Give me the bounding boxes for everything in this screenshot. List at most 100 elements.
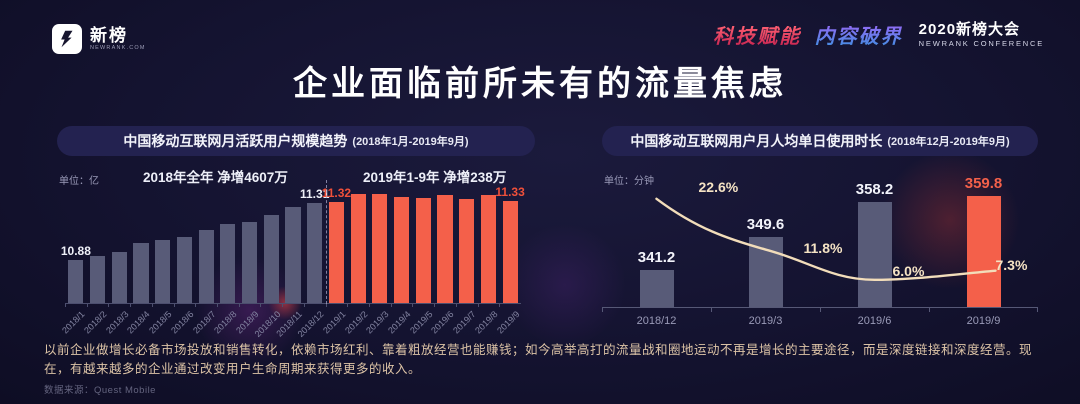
axis-tick: [820, 308, 821, 312]
bar-2018/12: [639, 270, 674, 307]
right-chart-unit-label: 单位：分钟: [604, 176, 654, 187]
bar-value-label: 358.2: [855, 181, 894, 198]
conference-branding: 科技赋能 内容破界 2020新榜大会 NEWRANK CONFERENCE: [713, 20, 1044, 49]
axis-tick: [369, 304, 370, 307]
bar-2018/1: [68, 260, 84, 303]
bar-2019/4: [393, 197, 410, 303]
axis-tick: [65, 304, 66, 307]
axis-tick: [108, 304, 110, 307]
slogan-part2: 内容破界: [814, 26, 903, 48]
newrank-logo: 新榜 NEWRANK.COM: [52, 24, 146, 54]
x-axis-label: 2019/2: [342, 309, 370, 336]
axis-tick: [347, 304, 349, 307]
growth-rate-trend-line: [655, 197, 997, 282]
bar-value-label: 349.6: [746, 216, 785, 233]
slogan: 科技赋能 内容破界: [713, 20, 903, 49]
logo-text-cn: 新榜: [90, 25, 128, 45]
logo-text-en: NEWRANK.COM: [90, 45, 146, 52]
bar-2019/5: [415, 198, 431, 303]
axis-tick: [260, 304, 262, 307]
annotation-2018-net-increase: 2018年全年 净增4607万: [143, 170, 288, 185]
growth-rate-label: 22.6%: [698, 178, 739, 195]
bar-2019/9: [966, 196, 1001, 307]
newrank-logo-icon: [52, 24, 82, 54]
axis-tick: [86, 304, 88, 307]
bar-2018/3: [111, 252, 127, 303]
insight-paragraph: 以前企业做增长必备市场投放和销售转化，依赖市场红利、靠着粗放经营也能赚钱；如今高…: [44, 343, 1033, 377]
left-chart-title: 中国移动互联网月活跃用户规模趋势: [123, 133, 348, 149]
left-chart-plot-area: 10.88 2018/1 2018/2 2018/3 2018/4 2018/5 2018/…: [60, 180, 525, 339]
right-chart-plot-area: 341.2 2018/12 349.6 2019/3 358.2 2019/6 359.8 2…: [602, 170, 1038, 327]
left-chart-panel: 中国移动互联网月活跃用户规模趋势 (2018年1月-2019年9月) 单位：亿 …: [57, 126, 535, 344]
bar-2018/2: [89, 256, 106, 303]
axis-tick: [412, 304, 414, 307]
page-title: 企业面临前所未有的流量焦虑: [293, 65, 787, 103]
axis-tick: [130, 304, 132, 307]
right-chart-panel: 中国移动互联网用户月人均单日使用时长 (2018年12月-2019年9月) 单位…: [602, 126, 1038, 344]
axis-tick: [151, 304, 153, 307]
axis-tick: [173, 304, 175, 307]
bar-2019/8: [480, 195, 497, 303]
x-axis-label: 2018/6: [168, 309, 196, 336]
conference-subtitle: NEWRANK CONFERENCE: [918, 39, 1044, 48]
axis-tick: [282, 304, 284, 307]
x-axis-label: 2019/1: [320, 309, 348, 336]
axis-tick: [217, 304, 218, 307]
bar-2018/4: [133, 243, 149, 303]
left-chart: 单位：亿 2018年全年 净增4607万 2019年1-9年 净增238万 10…: [57, 156, 535, 344]
bar-2018/6: [176, 237, 193, 303]
right-chart-date-range: (2018年12月-2019年9月): [887, 136, 1010, 148]
bar-value-label: 11.33: [495, 185, 525, 199]
x-axis-label: 2019/3: [364, 309, 391, 336]
x-axis-label: 2018/7: [190, 309, 218, 336]
bar-value-label: 341.2: [637, 249, 676, 266]
right-chart: 单位：分钟 341.2 2018/12 349.6 2019/3 358.2 2019/6…: [602, 156, 1038, 344]
bar-2019/2: [350, 194, 366, 303]
axis-tick: [325, 304, 327, 307]
growth-rate-label: 7.3%: [995, 256, 1028, 273]
bar-2018/11: [285, 207, 301, 303]
bar-2018/8: [220, 224, 236, 303]
x-axis-label: 2018/2: [82, 309, 109, 336]
axis-tick: [711, 308, 712, 312]
left-chart-unit-label: 单位：亿: [59, 176, 99, 187]
bar-2019/7: [459, 199, 475, 303]
x-axis-label: 2019/9: [494, 309, 522, 336]
x-axis-label: 2018/4: [125, 309, 153, 336]
left-chart-date-range: (2018年1月-2019年9月): [352, 136, 469, 148]
right-chart-title: 中国移动互联网用户月人均单日使用时长: [630, 133, 883, 149]
growth-rate-label: 6.0%: [892, 262, 925, 279]
bar-2019/3: [372, 194, 388, 303]
growth-rate-label: 11.8%: [803, 239, 843, 256]
axis-tick: [499, 304, 501, 307]
bar-value-label: 11.32: [321, 186, 352, 200]
year-divider-dashed-line: [325, 180, 327, 304]
x-axis-label: 2019/7: [451, 309, 478, 336]
bar-2018/10: [263, 215, 279, 303]
axis-tick: [238, 304, 240, 307]
x-axis-label: 2018/12: [636, 315, 677, 327]
x-axis-label: 2019/4: [386, 309, 413, 336]
x-axis-label: 2019/8: [472, 309, 500, 336]
bar-value-label: 10.88: [60, 244, 91, 258]
lightning-n-icon: [61, 30, 73, 48]
bar-2019/9: [502, 201, 518, 303]
axis-tick: [390, 304, 392, 307]
axis-tick: [602, 308, 603, 312]
bar-2019/6: [857, 202, 892, 307]
axis-tick: [455, 304, 457, 307]
bar-2019/1: [328, 202, 345, 303]
annotation-2019-net-increase: 2019年1-9年 净增238万: [363, 170, 507, 185]
conference-title: 2020新榜大会: [918, 21, 1021, 38]
axis-tick: [477, 304, 479, 307]
left-chart-header: 中国移动互联网月活跃用户规模趋势 (2018年1月-2019年9月): [57, 126, 535, 156]
bar-2018/7: [198, 230, 214, 303]
x-axis-label: 2019/6: [429, 309, 457, 336]
x-axis-label: 2018/3: [103, 309, 131, 336]
x-axis-label: 2019/3: [748, 315, 783, 327]
bar-2018/12: [307, 203, 323, 303]
axis-tick: [434, 304, 436, 307]
x-axis-label: 2018/1: [60, 309, 87, 336]
axis-tick: [929, 308, 930, 312]
